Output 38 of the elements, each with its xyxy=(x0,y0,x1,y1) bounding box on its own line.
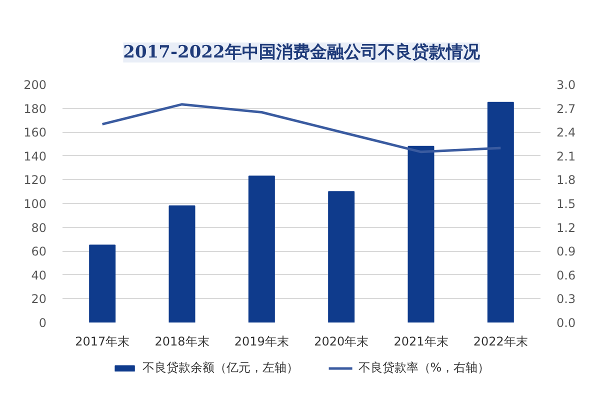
x-tick-label: 2018年末 xyxy=(154,334,210,348)
y2-tick-label: 0.0 xyxy=(556,316,576,330)
x-tick-label: 2021年末 xyxy=(394,334,448,348)
y2-tick-label: 1.8 xyxy=(556,173,576,188)
y2-tick-label: 0.9 xyxy=(556,244,576,259)
y-tick-label: 0 xyxy=(38,316,47,330)
y-tick-label: 180 xyxy=(24,102,46,116)
y-tick-label: 140 xyxy=(24,149,46,164)
chart-title: 2017-2022年中国消费金融公司不良贷款情况 xyxy=(123,42,481,62)
legend-label: 不良贷款余额（亿元，左轴） xyxy=(142,360,298,376)
y-tick-label: 100 xyxy=(24,197,46,211)
y-tick-label: 120 xyxy=(24,173,46,188)
bar xyxy=(408,146,434,322)
y2-tick-label: 0.6 xyxy=(556,268,576,282)
legend-label: 不良贷款率（%，右轴） xyxy=(358,360,490,376)
bar xyxy=(248,176,275,322)
line-series xyxy=(101,103,502,154)
y-tick-label: 20 xyxy=(31,292,47,306)
y-tick-label: 160 xyxy=(24,126,46,140)
y2-tick-label: 2.4 xyxy=(556,126,576,140)
y2-tick-label: 1.5 xyxy=(556,197,576,211)
bar xyxy=(328,191,355,322)
bar xyxy=(89,244,116,322)
y-tick-label: 60 xyxy=(31,244,47,259)
bar xyxy=(487,102,514,322)
y-tick-label: 40 xyxy=(31,268,47,282)
y2-tick-label: 2.1 xyxy=(556,149,576,164)
y-tick-label: 200 xyxy=(24,78,46,92)
x-tick-label: 2019年末 xyxy=(234,334,289,348)
y2-tick-label: 3.0 xyxy=(556,78,576,92)
y2-tick-label: 0.3 xyxy=(556,292,576,306)
y2-tick-label: 2.7 xyxy=(556,102,576,116)
y2-tick-label: 1.2 xyxy=(556,220,576,235)
x-tick-label: 2020年末 xyxy=(314,334,369,348)
x-tick-label: 2022年末 xyxy=(473,334,528,348)
bar xyxy=(168,205,196,322)
y-tick-label: 80 xyxy=(31,220,47,235)
x-tick-label: 2017年末 xyxy=(75,334,130,348)
